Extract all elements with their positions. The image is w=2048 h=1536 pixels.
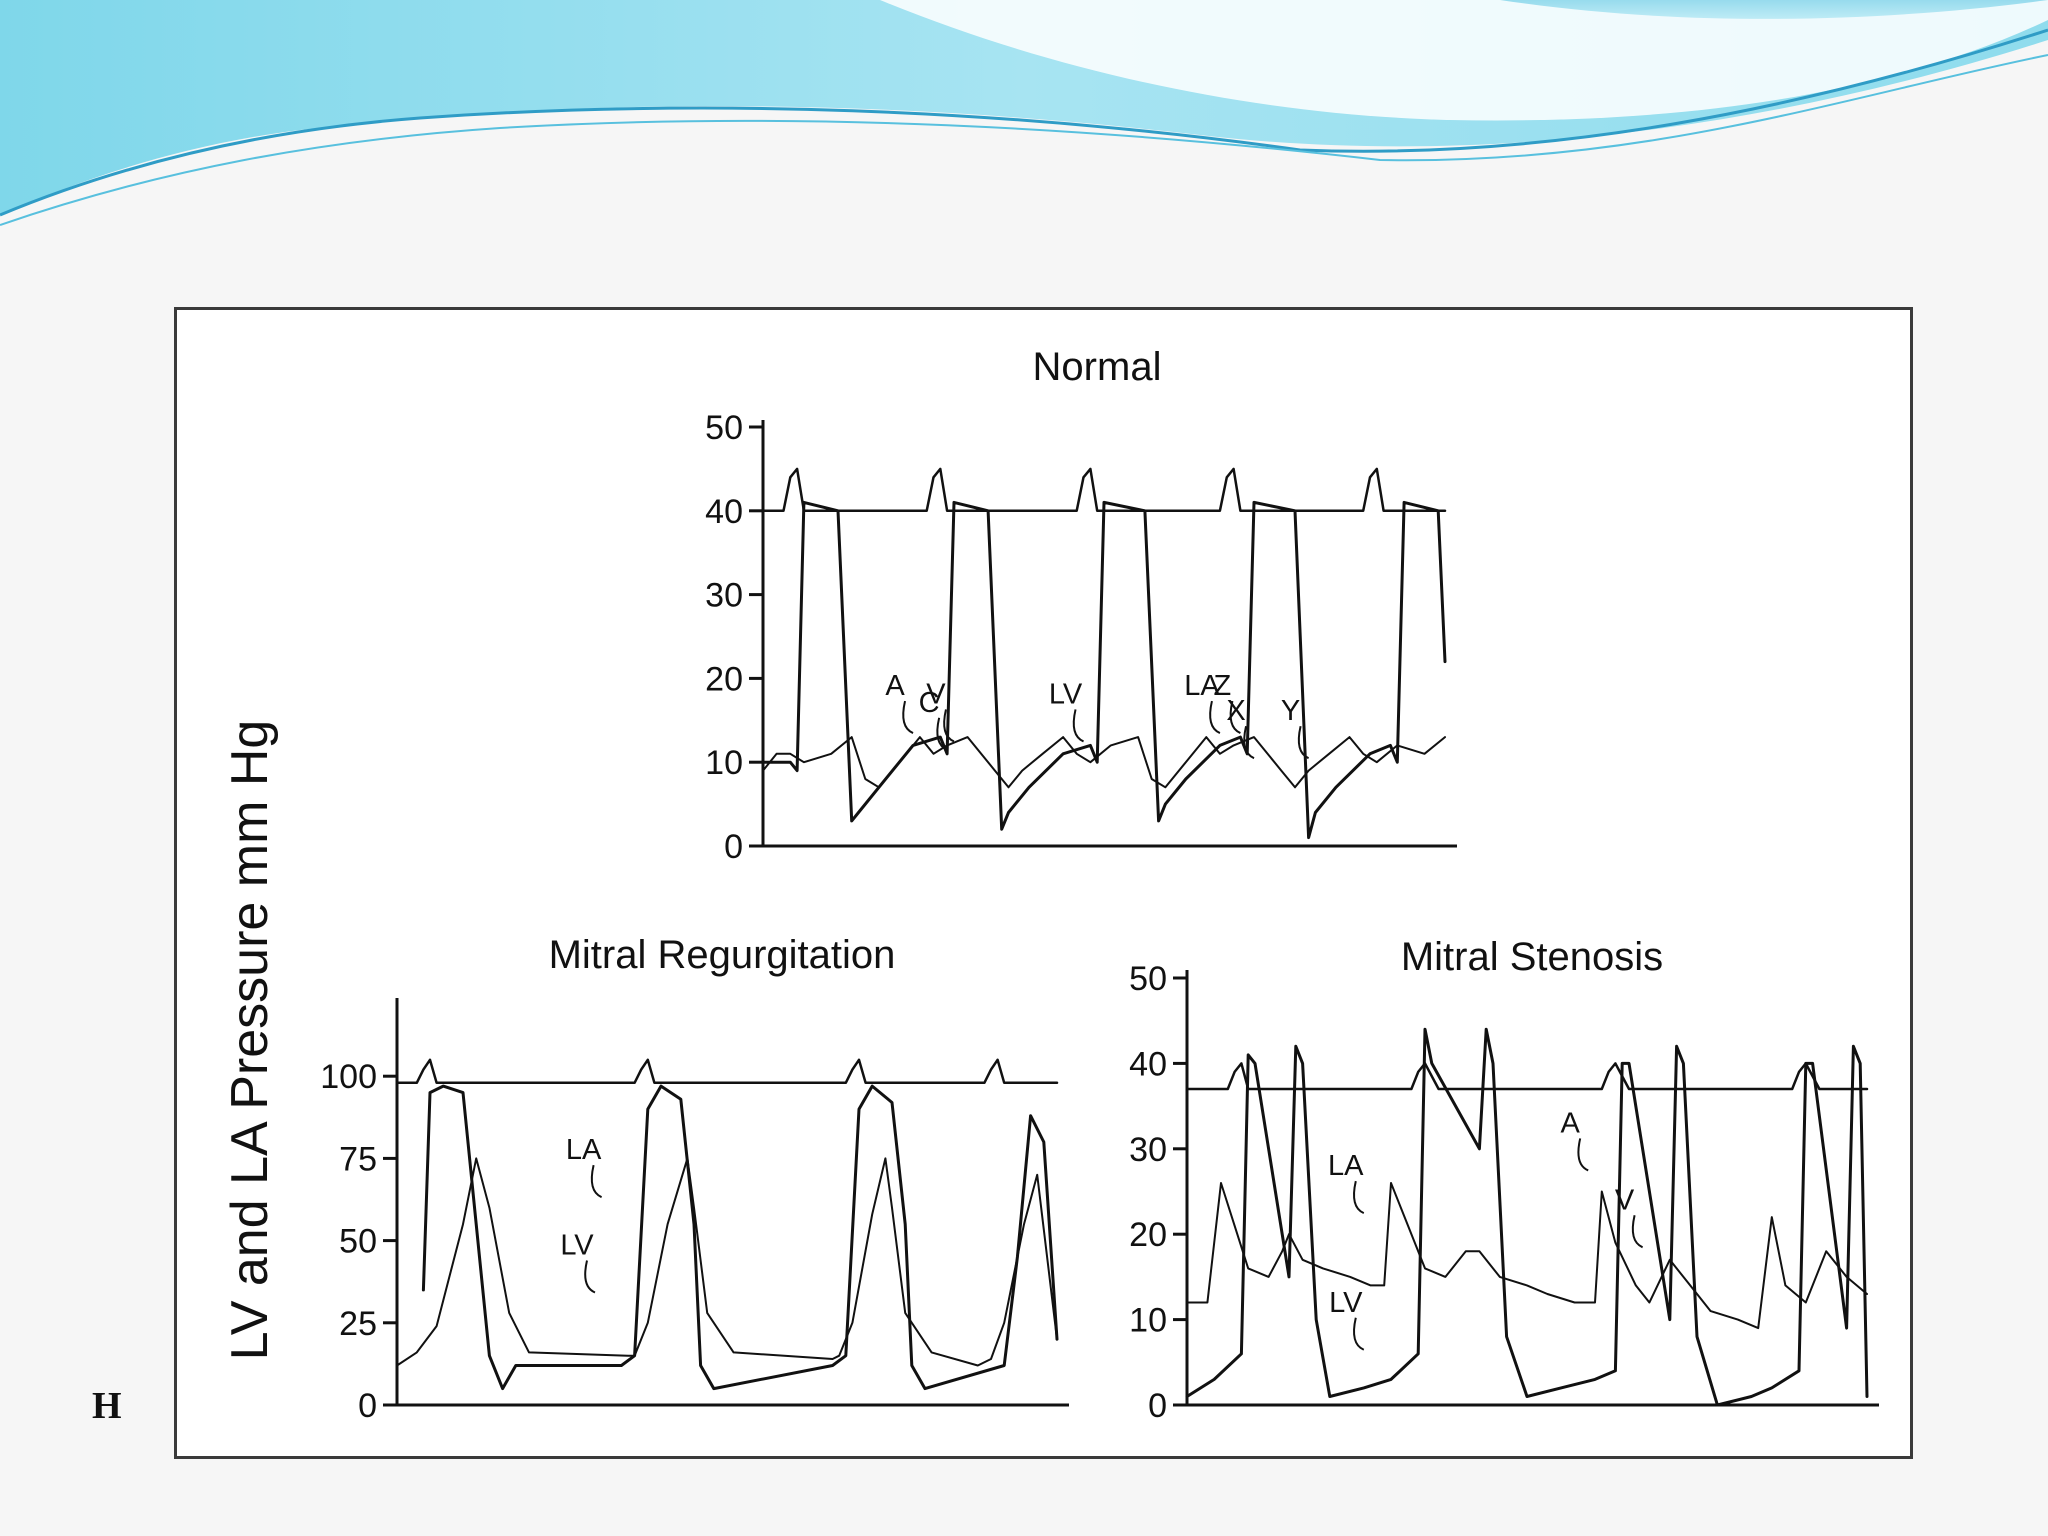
annotation-arrow	[1072, 709, 1085, 743]
y-tick-label: 0	[358, 1387, 377, 1425]
y-tick-label: 10	[705, 744, 743, 782]
y-tick-label: 30	[1129, 1131, 1167, 1169]
header-wave	[0, 0, 2048, 226]
annotation-label: LV	[1049, 678, 1083, 710]
y-axis-label: LV and LA Pressure mm Hg	[221, 720, 279, 1361]
pressure-tracings-figure: LV and LA Pressure mm Hg Normal 0 10 20 30 40…	[221, 345, 1879, 1425]
y-tick-label: 10	[1129, 1302, 1167, 1340]
y-tick-label: 100	[320, 1058, 377, 1096]
annotation-label: LV	[560, 1229, 594, 1261]
series-lv-line	[761, 500, 1447, 840]
chart-title: Mitral Regurgitation	[549, 933, 896, 977]
annotation-arrow	[1631, 1215, 1644, 1249]
annotation-label: V	[926, 678, 946, 710]
annotation-label: LA	[1328, 1150, 1364, 1182]
annotation-arrow	[1353, 1180, 1365, 1215]
y-tick-label: 0	[1148, 1387, 1167, 1425]
y-tick-label: 40	[705, 493, 743, 531]
series-ecg-line	[761, 467, 1447, 513]
panel-2: Mitral Stenosis 0 10 20 30 40 50 LA LV A V	[1129, 935, 1879, 1425]
annotation-label: Z	[1214, 670, 1232, 702]
annotation-label: LV	[1329, 1287, 1363, 1319]
y-tick-label: 20	[1129, 1216, 1167, 1254]
y-tick-label: 20	[705, 660, 743, 698]
figure-frame: LV and LA Pressure mm Hg Normal 0 10 20 30 40…	[174, 307, 1913, 1459]
annotation-arrow	[584, 1260, 596, 1294]
annotation-label: LA	[1184, 670, 1220, 702]
annotation-arrow	[1577, 1138, 1589, 1172]
annotation-label: Y	[1281, 695, 1300, 727]
annotation-arrow	[902, 700, 914, 734]
annotation-arrow	[936, 717, 948, 751]
y-tick-label: 50	[339, 1223, 377, 1261]
series-la-line	[762, 736, 1446, 789]
y-tick-label: 40	[1129, 1045, 1167, 1083]
annotation-arrow	[1229, 700, 1241, 734]
annotation-arrow	[943, 709, 955, 743]
annotation-arrow	[1353, 1317, 1365, 1351]
annotation-label: A	[1561, 1107, 1581, 1139]
annotation-label: V	[1615, 1184, 1635, 1216]
annotation-arrow	[1209, 700, 1221, 734]
annotation-arrow	[1243, 725, 1255, 760]
y-tick-label: 25	[339, 1305, 377, 1343]
annotation-label: A	[885, 670, 905, 702]
y-tick-label: 75	[339, 1140, 377, 1178]
annotation-arrow	[1297, 725, 1310, 760]
series-lv-line	[1185, 1027, 1869, 1407]
annotation-label: LA	[566, 1134, 602, 1166]
y-tick-label: 50	[1129, 960, 1167, 998]
y-tick-label: 50	[705, 409, 743, 447]
annotation-label: C	[919, 687, 940, 719]
slide-mark: H	[92, 1385, 122, 1427]
chart-title: Mitral Stenosis	[1401, 935, 1663, 979]
annotation-label: X	[1226, 695, 1245, 727]
series-la-line	[396, 1157, 1058, 1367]
y-tick-label: 0	[724, 828, 743, 866]
annotation-arrow	[590, 1164, 603, 1199]
panel-1: Mitral Regurgitation 0 25 50 75 100 LA LV	[320, 933, 1069, 1425]
chart-title: Normal	[1033, 345, 1162, 389]
series-ecg-line	[395, 1058, 1059, 1085]
y-tick-label: 30	[705, 577, 743, 615]
series-ecg-line	[1185, 1062, 1869, 1091]
series-lv-line	[421, 1084, 1059, 1391]
